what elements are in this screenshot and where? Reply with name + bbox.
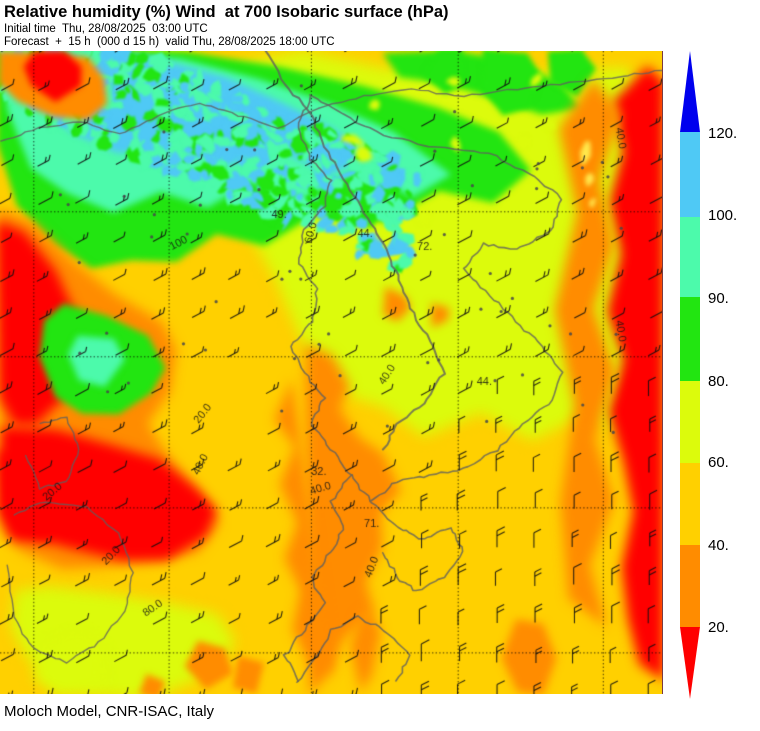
svg-text:100.: 100. bbox=[708, 207, 737, 224]
svg-text:60.: 60. bbox=[708, 454, 729, 471]
svg-text:20.: 20. bbox=[708, 619, 729, 636]
svg-text:90.: 90. bbox=[708, 290, 729, 307]
svg-text:120.: 120. bbox=[708, 125, 737, 142]
svg-text:80.: 80. bbox=[708, 373, 729, 390]
svg-text:40.: 40. bbox=[708, 537, 729, 554]
